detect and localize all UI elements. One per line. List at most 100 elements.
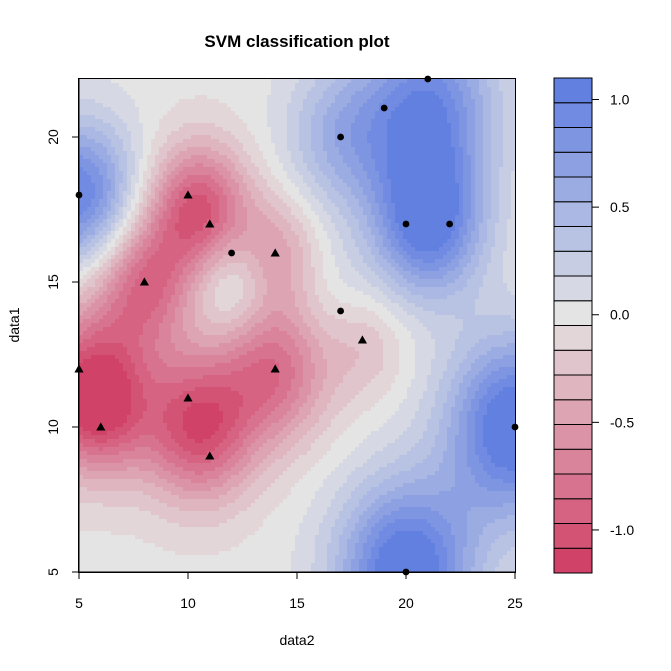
heatmap-cell xyxy=(195,219,200,224)
heatmap-cell xyxy=(103,83,108,88)
heatmap-cell xyxy=(115,291,120,296)
heatmap-cell xyxy=(79,171,84,176)
heatmap-cell xyxy=(139,467,144,472)
heatmap-cell xyxy=(111,287,116,292)
heatmap-cell xyxy=(83,335,88,340)
heatmap-cell xyxy=(131,355,136,360)
heatmap-cell xyxy=(235,471,240,476)
heatmap-cell xyxy=(207,347,212,352)
heatmap-cell xyxy=(143,351,148,356)
heatmap-cell xyxy=(111,215,116,220)
heatmap-cell xyxy=(107,127,112,132)
heatmap-cell xyxy=(143,287,148,292)
heatmap-cell xyxy=(115,495,120,500)
heatmap-cell xyxy=(127,175,132,180)
heatmap-cell xyxy=(195,255,200,260)
heatmap-cell xyxy=(183,531,188,536)
heatmap-cell xyxy=(95,507,100,512)
heatmap-cell xyxy=(127,271,132,276)
heatmap-cell xyxy=(223,523,228,528)
heatmap-cell xyxy=(215,419,220,424)
heatmap-cell xyxy=(123,303,128,308)
heatmap-cell xyxy=(183,155,188,160)
heatmap-cell xyxy=(107,247,112,252)
heatmap-cell xyxy=(207,319,212,324)
heatmap-cell xyxy=(119,215,124,220)
heatmap-cell xyxy=(155,107,160,112)
heatmap-cell xyxy=(127,123,132,128)
heatmap-cell xyxy=(131,459,136,464)
heatmap-cell xyxy=(211,403,216,408)
heatmap-cell xyxy=(111,79,116,84)
heatmap-cell xyxy=(227,503,232,508)
heatmap-cell xyxy=(183,539,188,544)
heatmap-cell xyxy=(115,439,120,444)
heatmap-cell xyxy=(207,491,212,496)
heatmap-cell xyxy=(115,203,120,208)
heatmap-cell xyxy=(159,455,164,460)
heatmap-cell xyxy=(127,443,132,448)
heatmap-cell xyxy=(155,327,160,332)
heatmap-cell xyxy=(211,127,216,132)
heatmap-cell xyxy=(111,247,116,252)
heatmap-cell xyxy=(99,339,104,344)
heatmap-cell xyxy=(107,531,112,536)
heatmap-cell xyxy=(115,259,120,264)
heatmap-cell xyxy=(235,455,240,460)
heatmap-cell xyxy=(207,567,212,572)
heatmap-cell xyxy=(191,303,196,308)
heatmap-cell xyxy=(219,331,224,336)
heatmap-cell xyxy=(211,343,216,348)
heatmap-cell xyxy=(235,507,240,512)
heatmap-cell xyxy=(95,343,100,348)
heatmap-cell xyxy=(131,231,136,236)
heatmap-cell xyxy=(191,479,196,484)
heatmap-cell xyxy=(187,159,192,164)
heatmap-cell xyxy=(143,203,148,208)
heatmap-cell xyxy=(211,507,216,512)
heatmap-cell xyxy=(231,219,236,224)
heatmap-cell xyxy=(231,415,236,420)
heatmap-cell xyxy=(147,143,152,148)
heatmap-cell xyxy=(115,119,120,124)
heatmap-cell xyxy=(91,499,96,504)
heatmap-cell xyxy=(83,407,88,412)
heatmap-cell xyxy=(87,291,92,296)
heatmap-cell xyxy=(91,551,96,556)
heatmap-cell xyxy=(171,87,176,92)
heatmap-cell xyxy=(103,279,108,284)
heatmap-cell xyxy=(79,451,84,456)
heatmap-cell xyxy=(131,387,136,392)
heatmap-cell xyxy=(219,199,224,204)
heatmap-cell xyxy=(143,151,148,156)
heatmap-cell xyxy=(163,171,168,176)
heatmap-cell xyxy=(95,119,100,124)
heatmap-cell xyxy=(123,283,128,288)
heatmap-cell xyxy=(151,311,156,316)
heatmap-cell xyxy=(151,543,156,548)
heatmap-cell xyxy=(79,271,84,276)
heatmap-cell xyxy=(143,367,148,372)
heatmap-cell xyxy=(83,403,88,408)
heatmap-cell xyxy=(155,491,160,496)
heatmap-cell xyxy=(147,119,152,124)
heatmap-cell xyxy=(159,143,164,148)
heatmap-cell xyxy=(119,303,124,308)
heatmap-cell xyxy=(171,311,176,316)
heatmap-cell xyxy=(87,255,92,260)
heatmap-cell xyxy=(111,379,116,384)
heatmap-cell xyxy=(119,99,124,104)
heatmap-cell xyxy=(199,271,204,276)
heatmap-cell xyxy=(203,371,208,376)
heatmap-cell xyxy=(223,139,228,144)
heatmap-cell xyxy=(207,551,212,556)
heatmap-cell xyxy=(103,227,108,232)
heatmap-cell xyxy=(195,343,200,348)
heatmap-cell xyxy=(111,535,116,540)
heatmap-cell xyxy=(79,343,84,348)
heatmap-cell xyxy=(143,99,148,104)
heatmap-cell xyxy=(215,563,220,568)
heatmap-cell xyxy=(103,259,108,264)
heatmap-cell xyxy=(139,271,144,276)
heatmap-cell xyxy=(183,487,188,492)
